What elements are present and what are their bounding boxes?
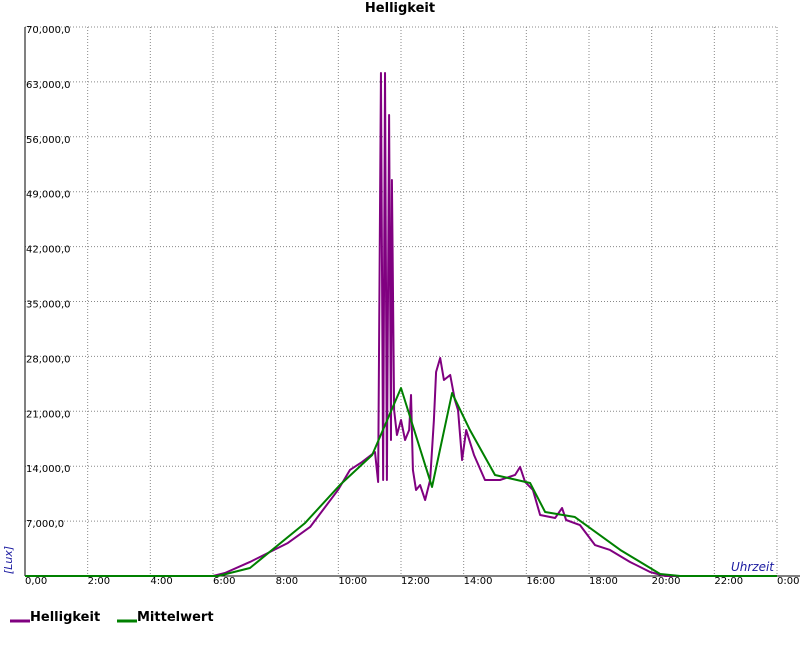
- legend-label: Mittelwert: [137, 610, 214, 625]
- x-tick-label: 20:00: [652, 576, 681, 587]
- x-tick-label: 2:00: [88, 576, 110, 587]
- y-tick-label: 56,000,0: [26, 135, 71, 146]
- x-tick-label: 8:00: [276, 576, 298, 587]
- x-tick-label: 16:00: [526, 576, 555, 587]
- y-tick-label: 14,000,0: [26, 464, 71, 475]
- y-tick-label: 63,000,0: [26, 80, 71, 91]
- line-series: [25, 387, 777, 577]
- legend-label: Helligkeit: [30, 610, 100, 625]
- y-tick-label: 21,000,0: [26, 409, 71, 420]
- x-tick-label: 0,00: [25, 576, 47, 587]
- x-tick-label: 6:00: [213, 576, 235, 587]
- x-tick-label: 14:00: [464, 576, 493, 587]
- y-tick-label: 7,000,0: [26, 519, 64, 530]
- y-tick-label: 49,000,0: [26, 190, 71, 201]
- y-tick-label: 28,000,0: [26, 354, 71, 365]
- x-tick-label: 0:00: [777, 576, 799, 587]
- x-tick-label: 22:00: [714, 576, 743, 587]
- x-tick-label: 10:00: [338, 576, 367, 587]
- y-tick-label: 70,000,0: [26, 25, 71, 36]
- y-tick-label: 35,000,0: [26, 300, 71, 311]
- chart-title: Helligkeit: [365, 1, 435, 16]
- x-tick-label: 12:00: [401, 576, 430, 587]
- x-tick-label: 18:00: [589, 576, 618, 587]
- y-tick-label: 42,000,0: [26, 245, 71, 256]
- x-tick-label: 4:00: [150, 576, 172, 587]
- y-axis-label: [Lux]: [2, 546, 15, 574]
- line-series: [25, 72, 777, 577]
- x-axis-label: Uhrzeit: [731, 560, 775, 574]
